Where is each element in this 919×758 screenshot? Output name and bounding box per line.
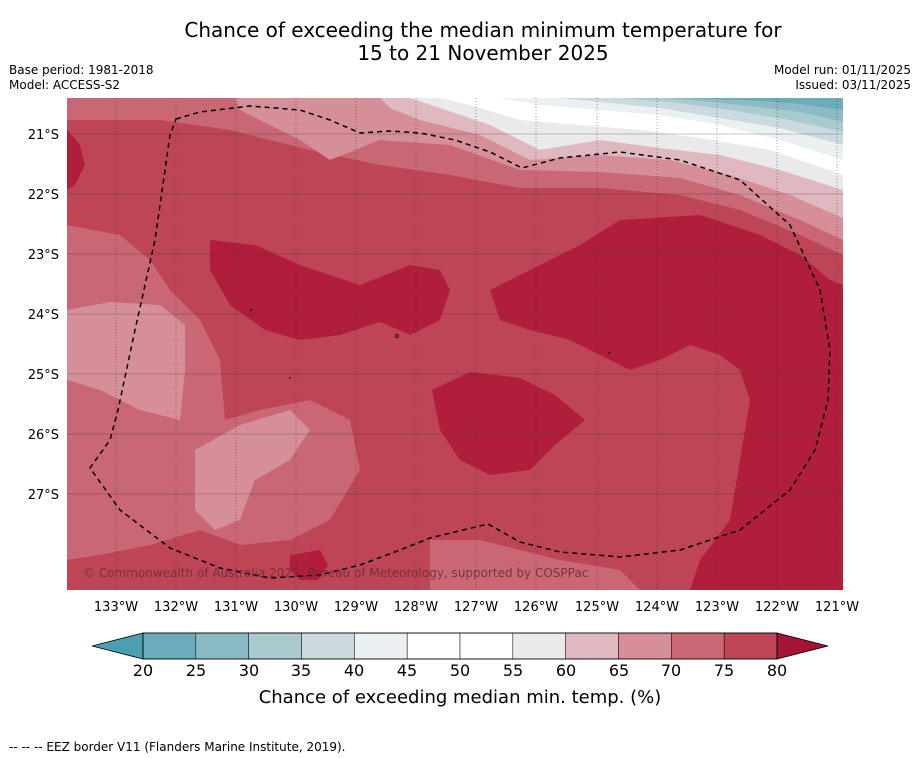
colorbar-under-arrow [91,632,144,660]
lon-label: 125°W [575,600,619,615]
meta-right: Model run: 01/11/2025 Issued: 03/11/2025 [774,63,911,93]
copyright-text: © Commonwealth of Australia 2025, Bureau… [83,566,588,580]
colorbar-segment [459,632,514,660]
colorbar-tick: 75 [714,661,734,680]
lon-gridlines [115,98,838,590]
colorbar-segment [671,632,725,660]
lat-label: 24°S [28,308,59,323]
colorbar-over-arrow [776,632,829,660]
lat-labels: 21°S 22°S 23°S 24°S 25°S 26°S 27°S [28,128,59,503]
colorbar-tick: 40 [344,661,364,680]
meta-left: Base period: 1981-2018 Model: ACCESS-S2 [9,63,154,93]
colorbar-tick: 70 [661,661,681,680]
lon-label: 121°W [815,600,859,615]
map-plot-area[interactable]: © Commonwealth of Australia 2025, Bureau… [67,98,843,590]
lon-labels: 133°W 132°W 131°W 130°W 129°W 128°W 127°… [94,600,859,615]
colorbar-segment [248,632,302,660]
lon-label: 127°W [454,600,498,615]
lat-label: 21°S [28,128,59,143]
model-run: Model run: 01/11/2025 [773,63,911,77]
colorbar-tick: 80 [767,661,787,680]
map-title-line1: Chance of exceeding the median minimum t… [184,18,782,42]
lon-label: 130°W [274,600,318,615]
colorbar-segment [406,632,461,660]
colorbar-tick: 50 [450,661,470,680]
band-20-25 [690,98,843,110]
island-marker [250,309,252,311]
colorbar-segment [512,632,566,660]
colorbar-segment [354,632,408,660]
colorbar-tick: 65 [609,661,629,680]
colorbar-segment [142,632,197,660]
high-region-south-spot [290,550,328,580]
colorbar-tick: 55 [503,661,523,680]
high-region-north [210,240,450,340]
lon-label: 126°W [514,600,558,615]
colorbar-tick: 45 [397,661,417,680]
island-marker [608,352,610,354]
band-25-30 [660,98,843,122]
west-region-65 [67,302,185,420]
colorbar-tick: 35 [291,661,311,680]
colorbar-segment [301,632,355,660]
lon-label: 131°W [214,600,258,615]
lat-gridlines [67,133,843,495]
colorbar-segment [565,632,619,660]
base-period: Base period: 1981-2018 [9,63,154,77]
colorbar-segment [195,632,249,660]
colorbar-segment [618,632,672,660]
colorbar-segment [723,632,778,660]
model-name: Model: ACCESS-S2 [9,78,121,92]
colorbar-title: Chance of exceeding median min. temp. (%… [259,687,662,708]
lat-label: 23°S [28,248,59,263]
high-region-center [432,372,585,475]
colorbar-tick: 20 [133,661,153,680]
southwest-region-65 [195,410,310,530]
south-region-70 [430,540,640,590]
colorbar-tick: 25 [186,661,206,680]
island-marker [395,334,399,338]
colorbar-tick: 60 [556,661,576,680]
high-region-east [490,215,843,590]
lon-label: 128°W [394,600,438,615]
eez-footnote: -- -- -- EEZ border V11 (Flanders Marine… [9,740,346,754]
lat-label: 25°S [28,368,59,383]
lon-label: 129°W [334,600,378,615]
colorbar-tick: 30 [239,661,259,680]
colorbar-frame [142,632,778,660]
map-title-line2: 15 to 21 November 2025 [357,41,609,65]
issued-date: Issued: 03/11/2025 [795,78,911,92]
island-marker [289,377,291,379]
colorbar: 20 25 30 35 40 45 50 55 60 65 70 75 80 C… [91,632,829,708]
high-region-west [67,130,85,190]
lon-label: 123°W [695,600,739,615]
colorbar-tick-labels: 20 25 30 35 40 45 50 55 60 65 70 75 80 [133,661,787,680]
lat-label: 27°S [28,488,59,503]
lon-label: 122°W [755,600,799,615]
lon-label: 132°W [154,600,198,615]
lat-label: 26°S [28,428,59,443]
lon-label: 124°W [635,600,679,615]
lat-label: 22°S [28,188,59,203]
eez-border [89,105,831,579]
lon-label: 133°W [94,600,138,615]
colorbar-segments [142,632,778,660]
